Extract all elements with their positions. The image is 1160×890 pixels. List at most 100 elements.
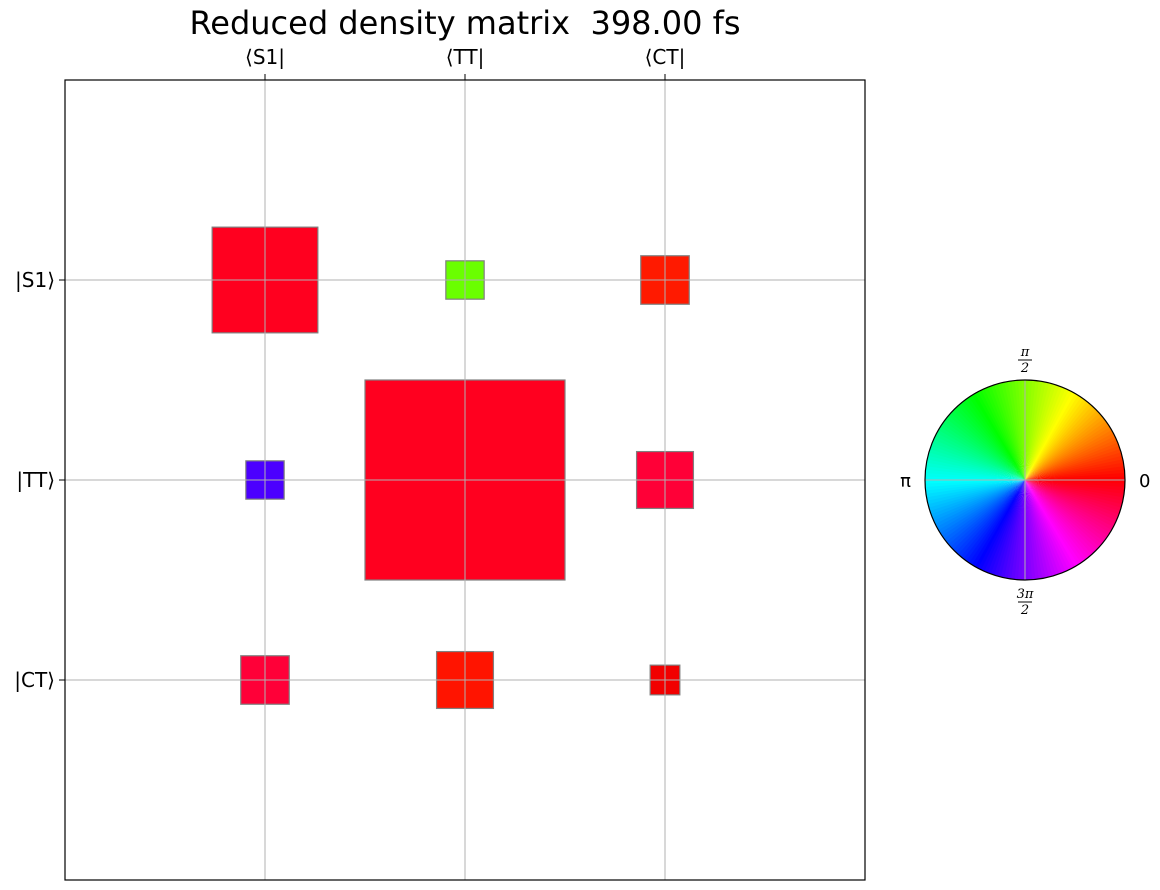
phase-wedge [1000,480,1025,579]
phase-wedge [1025,480,1091,559]
phase-wedge [926,455,1025,480]
phase-wedge [941,421,1025,480]
phase-wedge [926,459,1025,480]
phase-wedge [1025,380,1036,480]
phase-wedge [965,397,1025,480]
phase-wedge [997,480,1025,578]
phase-wedge [1025,480,1101,550]
phase-wedge [1025,402,1092,480]
phase-wedge [1025,480,1123,508]
phase-wedge [1025,480,1119,521]
phase-wedge [1025,480,1096,555]
phase-wheel-segments [925,380,1125,580]
phase-wedge [1025,420,1108,480]
phase-wedge [966,480,1025,564]
wheel-outline [924,379,1126,581]
phase-wedge [1025,480,1114,530]
phase-wedge [931,439,1025,480]
phase-wedge [940,480,1025,537]
phase-wedge [959,401,1025,480]
phase-wedge [930,442,1025,480]
phase-label-denominator: 2 [1020,603,1029,618]
phase-wedge [1007,480,1025,580]
phase-wedge [1025,480,1117,524]
phase-wedge [929,445,1025,480]
phase-wedge [953,480,1025,553]
phase-wedge [945,415,1025,480]
row-label: |CT⟩ [14,668,55,692]
phase-wedge [1011,480,1025,580]
phase-wedge [974,391,1025,480]
phase-label-numerator: 3π [1017,587,1034,602]
phase-wedge [950,480,1025,551]
chart-title: Reduced density matrix 398.00 fs [189,4,741,42]
phase-wedge [925,469,1025,480]
phase-wedge [990,480,1025,576]
phase-label-numerator: π [1020,345,1030,360]
phase-wedge [1025,392,1078,480]
phase-wedge [925,466,1025,480]
col-label: ⟨S1| [245,45,285,69]
phase-wedge [960,480,1025,560]
phase-wedge [1025,480,1109,539]
phase-wedge [994,480,1025,577]
phase-wedge [1025,429,1114,480]
phase-wedge [949,410,1025,480]
phase-wedge [1025,480,1121,515]
phase-wedge [954,405,1025,480]
phase-wedge [1025,480,1082,565]
phase-wedge [1025,426,1112,480]
phase-wedge [978,480,1025,571]
phase-wedge [1025,400,1090,480]
phase-wedge [1025,480,1079,567]
phase-label-half-pi: π2 [1018,345,1032,376]
phase-wedge [936,480,1025,531]
phase-wedge [925,462,1025,480]
phase-label-denominator: 2 [1020,361,1029,376]
phase-wedge [952,408,1025,480]
row-label: |TT⟩ [16,468,55,492]
phase-wedge [1025,380,1032,480]
phase-wedge [1025,386,1066,480]
phase-wedge [1025,480,1111,536]
phase-label-three-half-pi: 3π2 [1017,587,1034,618]
phase-wedge [1025,480,1125,494]
phase-wedge [934,433,1025,480]
phase-wedge [1025,389,1072,480]
phase-wedge [1018,480,1025,580]
phase-wedge [1025,423,1110,480]
phase-wedge [936,430,1025,480]
phase-wedge [1025,407,1097,480]
phase-wedge [1025,409,1100,480]
phase-wedge [1025,480,1088,561]
phase-wedge [971,393,1025,480]
phase-wedge [1025,480,1085,563]
phase-wedge [1025,396,1084,480]
phase-wedge [1025,480,1105,545]
phase-wedge [1025,382,1053,480]
phase-wedge [1025,480,1107,542]
plot-area: ⟨S1| ⟨TT| ⟨CT| |S1⟩ |TT⟩ |CT⟩ [14,45,866,881]
phase-wedge [1025,380,1043,480]
phase-wedge [963,480,1025,562]
phase-wedge [1025,480,1093,557]
phase-wedge [1025,417,1106,480]
phase-wedge [925,473,1025,480]
phase-wedge [928,449,1025,480]
phase-wedge [1025,388,1069,480]
phase-wedge [933,436,1025,480]
phase-wedge [981,480,1025,572]
phase-wedge [1025,480,1122,511]
phase-wedge [1025,480,1076,569]
phase-wedge [984,480,1025,574]
phase-wedge [1025,480,1124,505]
phase-wedge [1025,480,1098,552]
phase-wedge [946,480,1025,546]
phase-wedge [948,480,1025,548]
phase-label-pi: π [900,471,911,492]
phase-wedge [1025,480,1125,491]
phase-wedge [1025,480,1125,487]
phase-wedge [958,480,1025,558]
